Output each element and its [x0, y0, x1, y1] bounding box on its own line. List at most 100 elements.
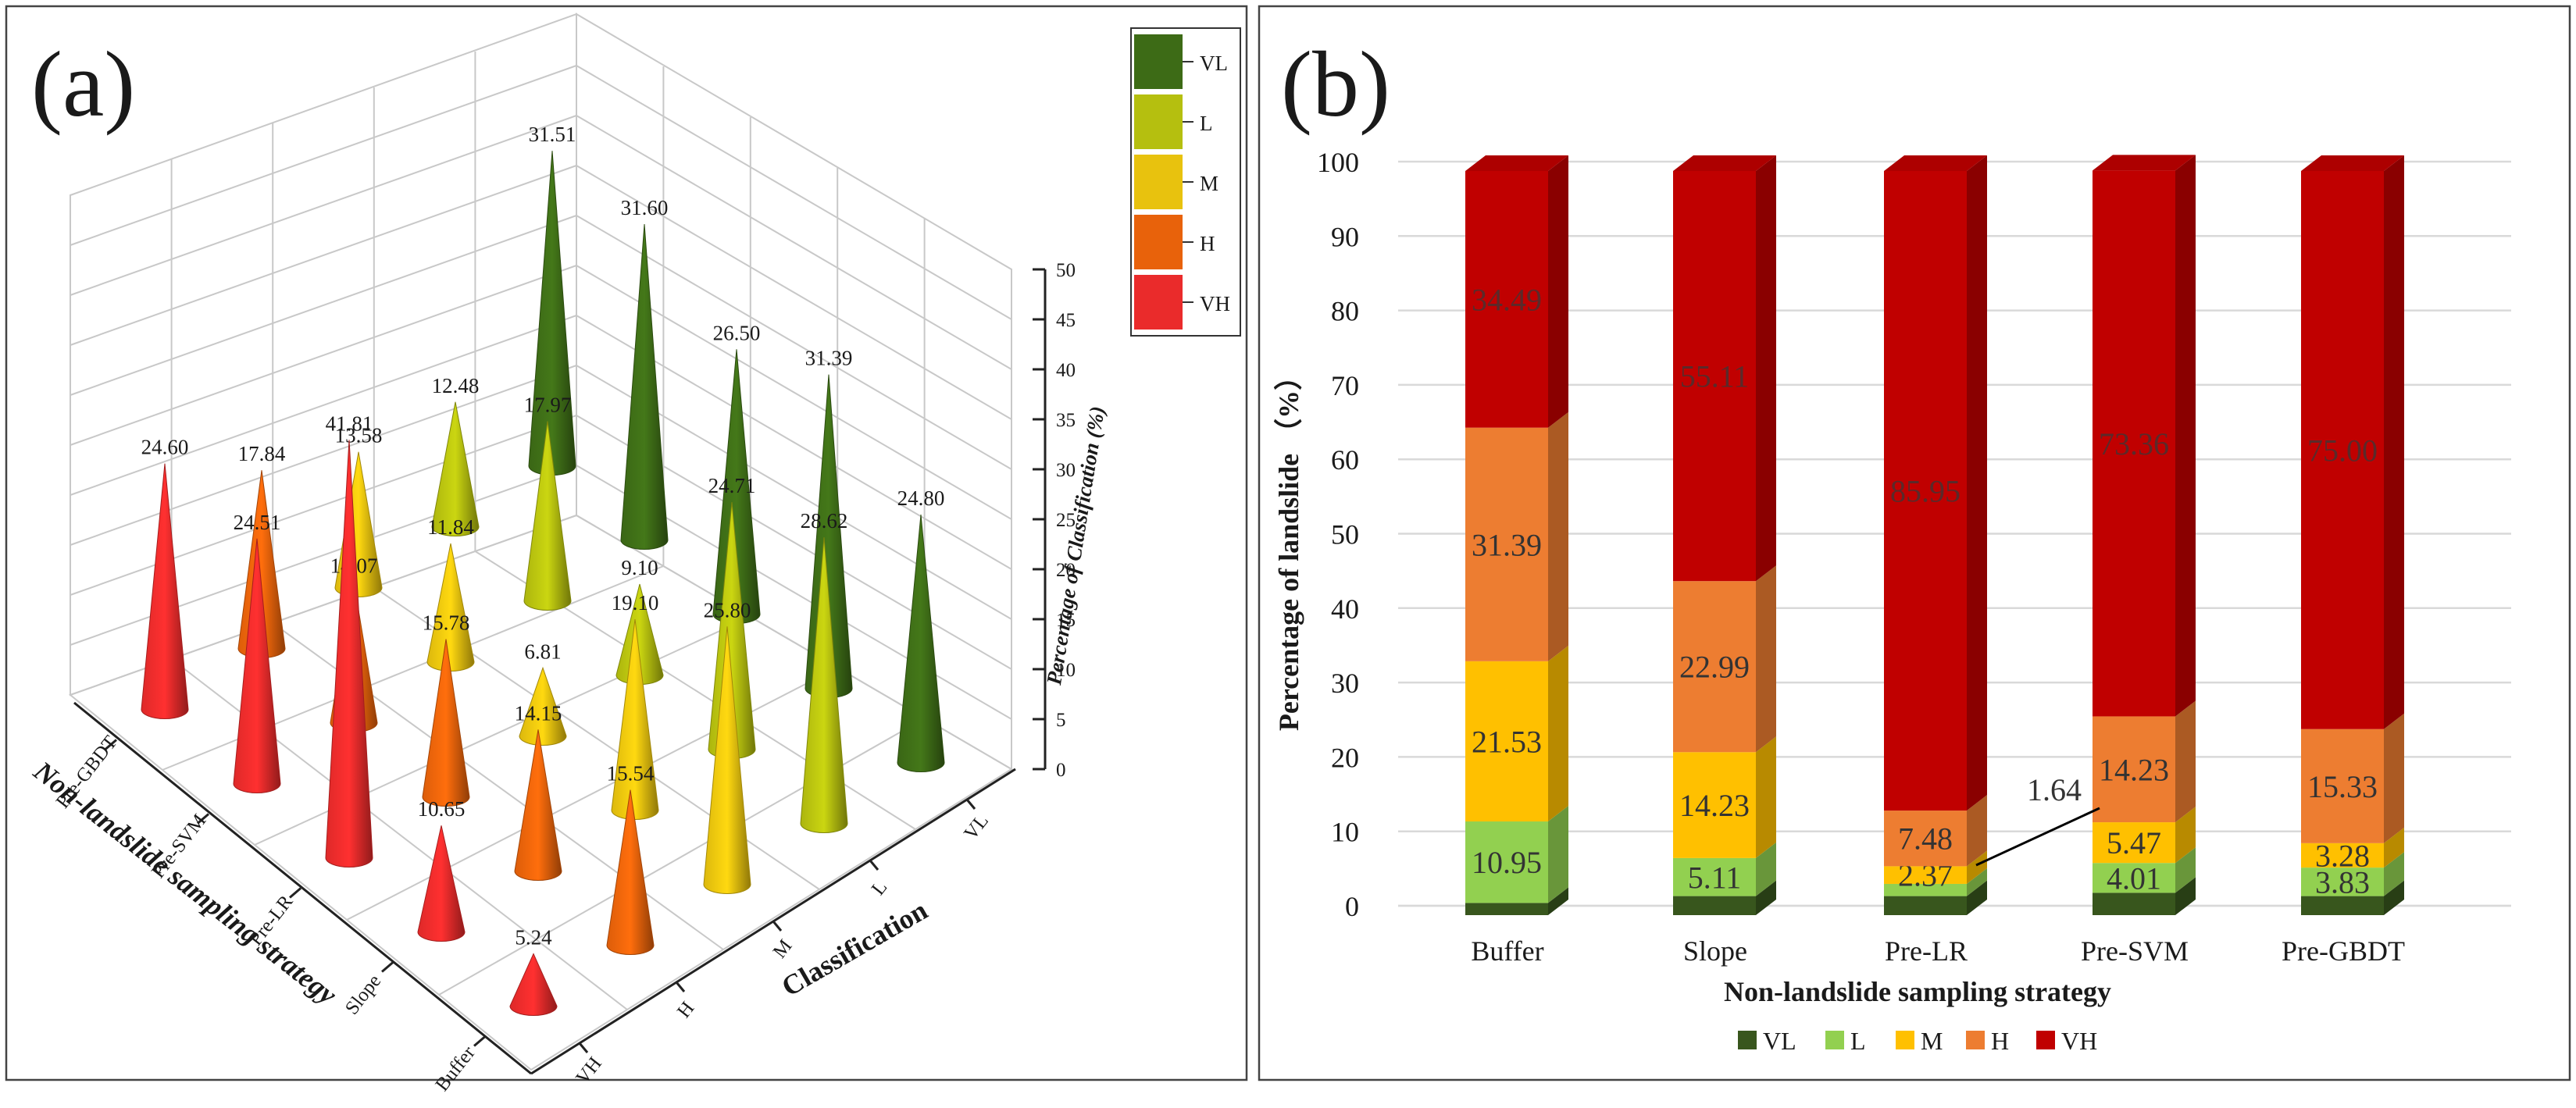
bar-side-H — [2175, 700, 2196, 823]
cone-VL — [620, 223, 669, 550]
grid-line — [70, 365, 577, 546]
y-tick-label: 80 — [1331, 296, 1359, 327]
panel-b-legend: VL L M H VH — [1738, 1027, 2097, 1055]
y-tick-label: 0 — [1345, 891, 1359, 922]
bar-segment-M — [1884, 866, 1967, 884]
bar-side-VL — [2175, 877, 2196, 915]
legend-label-H: H — [1991, 1027, 2009, 1055]
bar-value-label: 75.00 — [2307, 433, 2378, 468]
bar-side-VH — [2175, 155, 2196, 717]
x-tick-label: Slope — [1683, 935, 1747, 967]
grid-line — [70, 415, 577, 596]
y-tick — [197, 813, 209, 825]
bar-side-VL — [1967, 880, 1987, 915]
legend-swatch-VH — [2036, 1031, 2055, 1049]
cone-M — [703, 626, 751, 894]
bar-side-H — [1967, 795, 1987, 867]
bar-value-label: 5.11 — [1688, 860, 1742, 895]
panel-b-letter: (b) — [1281, 32, 1390, 136]
bar-segment-M — [2093, 822, 2175, 864]
cone-value-label: 24.71 — [708, 474, 756, 497]
cone-value-label: 9.10 — [621, 556, 658, 579]
legend-label-L: L — [1850, 1027, 1866, 1055]
x-tick — [869, 860, 879, 871]
bar-value-label: 73.36 — [2099, 426, 2169, 461]
legend-label-VH: VH — [1200, 292, 1230, 315]
panel-a-letter: (a) — [31, 32, 135, 136]
bar-value-label: 3.83 — [2315, 864, 2370, 900]
cone-value-label: 19.10 — [612, 591, 659, 615]
bar-side-VL — [1548, 887, 1568, 915]
cone-VL — [897, 515, 945, 772]
bar-value-label: 31.39 — [1472, 527, 1542, 562]
legend-swatch-H — [1134, 215, 1183, 269]
panel-b-callout-label: 1.64 — [2027, 772, 2082, 807]
y-tick — [381, 961, 394, 973]
bar-segment-H — [2093, 716, 2175, 823]
grid-line — [70, 215, 577, 396]
panel-a-cones: 31.51 12.48 13.58 17.84 24.60 31.60 17.97 11.84… — [141, 123, 945, 1016]
panel-b-callout-line — [1975, 807, 2100, 867]
bar-side-L — [1967, 868, 1987, 896]
panel-b-x-tick-labels: Buffer Slope Pre-LR Pre-SVM Pre-GBDT — [1471, 935, 2405, 967]
legend-swatch-L — [1825, 1031, 1844, 1049]
bar-value-label: 4.01 — [2107, 860, 2161, 896]
y-tick-label: 10 — [1331, 817, 1359, 848]
bar-value-label: 55.11 — [1680, 359, 1750, 394]
bar-side-M — [2175, 807, 2196, 864]
y-tick-label: 50 — [1331, 519, 1359, 550]
z-tick-label: 50 — [1056, 260, 1076, 281]
y-tick — [105, 739, 117, 750]
z-tick-label: 40 — [1056, 360, 1076, 381]
x-tick-label: Buffer — [1471, 935, 1543, 967]
legend-swatch-M — [1896, 1031, 1914, 1049]
cone-value-label: 14.15 — [515, 701, 562, 725]
y-tick-label: 90 — [1331, 221, 1359, 252]
z-tick-label: 15 — [1056, 610, 1076, 631]
y-tick — [473, 1035, 486, 1047]
cone-value-label: 10.65 — [418, 797, 466, 821]
cone-H — [422, 639, 470, 807]
bar-side-VH — [1756, 155, 1776, 582]
bar-segment-M — [2301, 843, 2384, 868]
bar-segment-VH — [1673, 171, 1756, 582]
cone-value-label: 15.54 — [607, 762, 655, 786]
cone-VH — [417, 825, 466, 942]
bar-value-label: 15.33 — [2307, 769, 2378, 804]
cone-value-label: 26.50 — [713, 321, 761, 344]
grid-line — [70, 165, 577, 346]
grid-line — [576, 215, 1012, 470]
legend-label-VL: VL — [1200, 52, 1228, 75]
bar-segment-L — [1465, 821, 1548, 903]
bar-side-VL — [1756, 880, 1776, 915]
legend-swatch-VL — [1738, 1031, 1757, 1049]
y-tick-label: 100 — [1317, 147, 1359, 178]
z-tick-label: 25 — [1056, 510, 1076, 531]
x-tick — [578, 1042, 589, 1053]
cone-H — [514, 729, 562, 881]
z-tick-label: 35 — [1056, 410, 1076, 431]
grid-line — [346, 667, 838, 921]
cone-value-label: 41.81 — [326, 411, 373, 435]
panel-a-z-ticks: 0 5 10 15 20 25 30 35 40 45 50 — [1033, 260, 1076, 781]
bar-side-H — [2384, 713, 2404, 843]
bar-value-label: 21.53 — [1472, 724, 1542, 759]
cone-value-label: 12.48 — [432, 374, 480, 397]
x-tick-label: Pre-GBDT — [2282, 935, 2405, 967]
bar-side-M — [2384, 827, 2404, 868]
cone-value-label: 17.84 — [238, 442, 286, 465]
cone-VL — [528, 151, 576, 476]
bar-side-M — [1967, 850, 1987, 884]
bar-segment-L — [1673, 857, 1756, 896]
grid-line — [70, 315, 577, 496]
panel-b-y-tick-labels: 0 10 20 30 40 50 60 70 80 90 100 — [1317, 147, 1359, 922]
panel-a-y-axis — [73, 701, 532, 1075]
cone-value-label: 5.24 — [515, 925, 552, 949]
cone-value-label: 13.58 — [335, 424, 383, 447]
bar-segment-L — [2301, 868, 2384, 896]
x-tick-label: Pre-LR — [1885, 935, 1968, 967]
bar-segment-VL — [2093, 892, 2175, 915]
legend-label-VL: VL — [1763, 1027, 1796, 1055]
bar-segment-L — [1884, 883, 1967, 896]
